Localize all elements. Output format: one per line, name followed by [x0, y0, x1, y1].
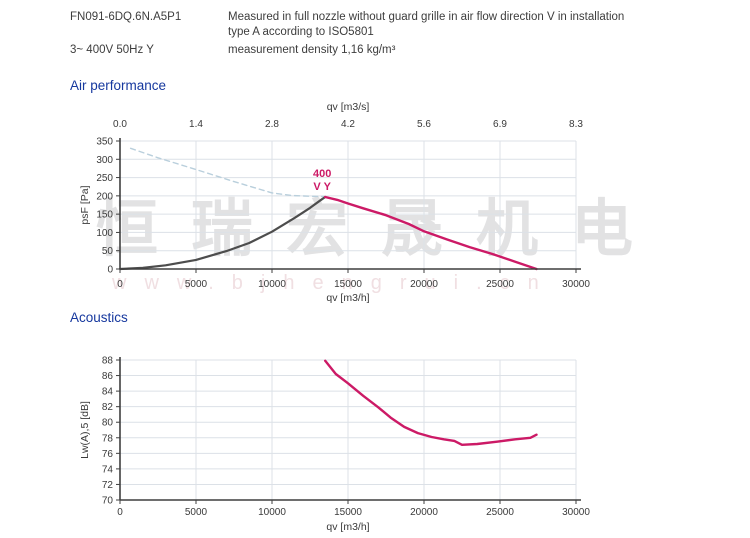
y-tick-label: 74 — [102, 464, 114, 475]
model-number: FN091-6DQ.6N.A5P1 — [70, 11, 182, 23]
x-tick-label: 20000 — [410, 279, 438, 290]
x-tick-label: 10000 — [258, 507, 286, 518]
x-tick-label: 5000 — [185, 507, 208, 518]
series-fan-curve-400V — [324, 195, 538, 271]
y-tick-label: 86 — [102, 371, 114, 382]
watermark-url: www.bjhengrui.cn — [112, 272, 557, 294]
y-tick-label: 300 — [96, 155, 113, 166]
power-spec: 3~ 400V 50Hz Y — [70, 44, 154, 56]
x-tick-label: 10000 — [258, 279, 286, 290]
y-tick-label: 82 — [102, 402, 114, 413]
y-tick-label: 88 — [102, 356, 114, 367]
x-tick-label: 15000 — [334, 507, 362, 518]
y-tick-label: 250 — [96, 173, 113, 184]
watermark-text: 恒瑞宏晟机电 — [96, 195, 667, 264]
y-tick-label: 84 — [102, 387, 114, 398]
x-tick-label: 0 — [117, 279, 123, 290]
section-title-air-performance: Air performance — [70, 78, 167, 93]
y-tick-label: 78 — [102, 433, 114, 444]
y-tick-label: 80 — [102, 418, 114, 429]
y-tick-label: 70 — [102, 496, 114, 507]
measurement-note-line1: Measured in full nozzle without guard gr… — [228, 11, 625, 23]
measurement-note: Measured in full nozzle without guard gr… — [228, 10, 690, 40]
x-tick-label: 25000 — [486, 279, 514, 290]
density-note: measurement density 1,16 kg/m³ — [228, 44, 396, 56]
x-tick-label: 30000 — [562, 279, 590, 290]
air-performance-chart: 0 5000 10000 15000 20000 25000 30000 0 50 100 150 2… — [79, 101, 590, 304]
y-tick-label: 50 — [102, 246, 114, 257]
annotation-connection: V Y — [313, 181, 331, 193]
series-noise-curve-400V — [324, 359, 538, 447]
top-x-tick-label: 4.2 — [341, 119, 355, 130]
top-x-tick-label: 0.0 — [113, 119, 127, 130]
x-tick-label: 25000 — [486, 507, 514, 518]
x-tick-label: 30000 — [562, 507, 590, 518]
y-tick-label: 0 — [107, 265, 113, 276]
top-x-tick-label: 5.6 — [417, 119, 431, 130]
top-x-tick-label: 2.8 — [265, 119, 279, 130]
x-tick-label: 5000 — [185, 279, 208, 290]
y-tick-label: 150 — [96, 210, 113, 221]
y-tick-label: 76 — [102, 449, 114, 460]
series-dashed-guide-line — [129, 147, 326, 198]
y-axis-title: Lw(A),5 [dB] — [79, 401, 91, 459]
measurement-note-line2: type A according to ISO5801 — [228, 26, 374, 38]
y-tick-label: 350 — [96, 137, 113, 148]
y-tick-label: 200 — [96, 191, 113, 202]
top-x-tick-label: 8.3 — [569, 119, 583, 130]
y-axis-title: psF [Pa] — [79, 185, 91, 224]
section-title-acoustics: Acoustics — [70, 310, 128, 325]
top-x-tick-label: 1.4 — [189, 119, 203, 130]
x-tick-label: 20000 — [410, 507, 438, 518]
top-x-axis-title: qv [m3/s] — [327, 101, 370, 113]
x-axis-title: qv [m3/h] — [326, 521, 369, 533]
series-fan-curve-gray-extension — [118, 195, 327, 271]
x-tick-label: 0 — [117, 507, 123, 518]
y-tick-label: 72 — [102, 480, 114, 491]
annotation-voltage: 400 — [313, 168, 331, 180]
x-axis-title: qv [m3/h] — [326, 292, 369, 304]
top-x-tick-label: 6.9 — [493, 119, 507, 130]
x-tick-label: 15000 — [334, 279, 362, 290]
y-tick-label: 100 — [96, 228, 113, 239]
spec-header: FN091-6DQ.6N.A5P1 Measured in full nozzl… — [70, 10, 690, 58]
acoustics-chart: 0 5000 10000 15000 20000 25000 30000 70 72 74 76 78… — [79, 356, 590, 534]
